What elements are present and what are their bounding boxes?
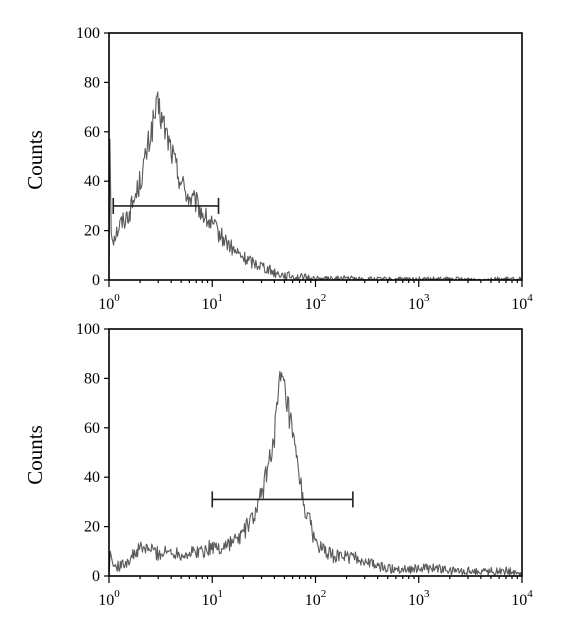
bottom-x-ticks: 100 101 102 103 104 [98, 576, 533, 609]
top-y-tick-label-60: 60 [84, 124, 100, 141]
bottom-y-tick-label-100: 100 [76, 321, 100, 338]
bottom-y-axis-label: Counts [23, 425, 47, 485]
top-y-tick-label-0: 0 [92, 272, 100, 289]
top-plot-frame [108, 32, 523, 281]
bottom-x-tick-label-1: 101 [202, 588, 224, 609]
top-y-axis-label: Counts [23, 130, 47, 190]
bottom-y-tick-label-60: 60 [84, 420, 100, 437]
top-y-tick-label-100: 100 [76, 25, 100, 42]
bottom-y-tick-label-0: 0 [92, 568, 100, 585]
top-y-ticks: 0 20 40 60 80 100 [76, 25, 109, 289]
bottom-y-tick-label-40: 40 [84, 469, 100, 486]
bottom-histogram-panel: Counts 0 20 40 60 80 100 100 101 102 103 104 [23, 321, 533, 609]
bottom-histogram-line [108, 370, 523, 577]
top-y-tick-label-20: 20 [84, 223, 100, 240]
top-x-tick-label-0: 100 [98, 292, 120, 313]
top-x-tick-label-3: 103 [408, 292, 430, 313]
top-x-tick-label-4: 104 [511, 292, 533, 313]
top-x-tick-label-2: 102 [305, 292, 327, 313]
top-y-tick-label-40: 40 [84, 173, 100, 190]
bottom-plot-frame [108, 328, 523, 577]
bottom-x-tick-label-4: 104 [511, 588, 533, 609]
bottom-y-tick-label-20: 20 [84, 519, 100, 536]
top-histogram-panel: Counts 0 20 40 60 80 100 100 101 102 103 104 [23, 25, 533, 313]
top-x-tick-label-1: 101 [202, 292, 224, 313]
top-x-ticks: 100 101 102 103 104 [98, 280, 533, 313]
bottom-x-tick-label-3: 103 [408, 588, 430, 609]
top-histogram-line [108, 91, 523, 281]
bottom-y-ticks: 0 20 40 60 80 100 [76, 321, 109, 585]
bottom-gate-marker [211, 491, 354, 508]
top-y-tick-label-80: 80 [84, 74, 100, 91]
bottom-y-tick-label-80: 80 [84, 370, 100, 387]
top-gate-marker [112, 197, 220, 214]
bottom-x-tick-label-2: 102 [305, 588, 327, 609]
bottom-x-tick-label-0: 100 [98, 588, 120, 609]
